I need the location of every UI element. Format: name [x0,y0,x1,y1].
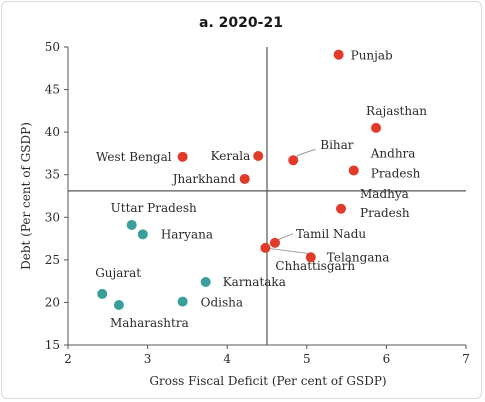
x-axis-title: Gross Fiscal Deficit (Per cent of GSDP) [149,374,386,388]
point-label: Jharkhand [171,172,236,186]
data-point [97,288,108,299]
data-point [239,173,250,184]
x-tick-label: 7 [462,352,470,366]
y-tick-label: 30 [45,210,60,224]
y-tick-label: 35 [45,168,60,182]
point-label: Andhra Pradesh [370,146,421,180]
y-tick-label: 15 [45,338,60,352]
point-label: Odisha [201,296,243,310]
data-point [260,242,271,253]
data-point [137,229,148,240]
point-label: West Bengal [96,150,172,164]
point-label: Tamil Nadu [296,227,366,241]
point-label: Kerala [211,149,251,163]
data-point [288,155,299,166]
point-label: Haryana [161,227,213,241]
data-point [269,237,280,248]
chart-title: a. 2020-21 [199,15,283,31]
point-label: Punjab [351,49,393,63]
point-label: Gujarat [95,266,141,280]
x-tick-label: 6 [383,352,391,366]
point-label: Uttar Pradesh [111,201,197,215]
point-label: Chhattisgarh [275,259,355,273]
point-label: Telangana [327,250,390,264]
point-label: Bihar [320,138,354,152]
x-tick-label: 4 [223,352,231,366]
y-tick-label: 20 [45,295,60,309]
point-label: Maharashtra [110,316,189,330]
data-point [113,299,124,310]
y-tick-label: 40 [45,125,60,139]
point-label: Karnataka [223,275,286,289]
point-label: Rajasthan [366,104,427,118]
data-point [253,150,264,161]
data-point [333,49,344,60]
x-tick-label: 5 [303,352,311,366]
data-point [371,122,382,133]
label-leader-line [265,247,312,255]
data-point [177,296,188,307]
y-tick-label: 25 [45,253,60,267]
data-point [200,276,211,287]
data-point [126,219,137,230]
x-tick-label: 2 [64,352,72,366]
y-axis-title: Debt (Per cent of GSDP) [19,122,33,270]
data-point [348,165,359,176]
data-point [305,252,316,263]
y-tick-label: 45 [45,83,60,97]
data-point [336,203,347,214]
y-tick-label: 50 [45,40,60,54]
x-tick-label: 3 [144,352,152,366]
data-point [177,151,188,162]
point-label: Madhya Pradesh [360,187,410,220]
